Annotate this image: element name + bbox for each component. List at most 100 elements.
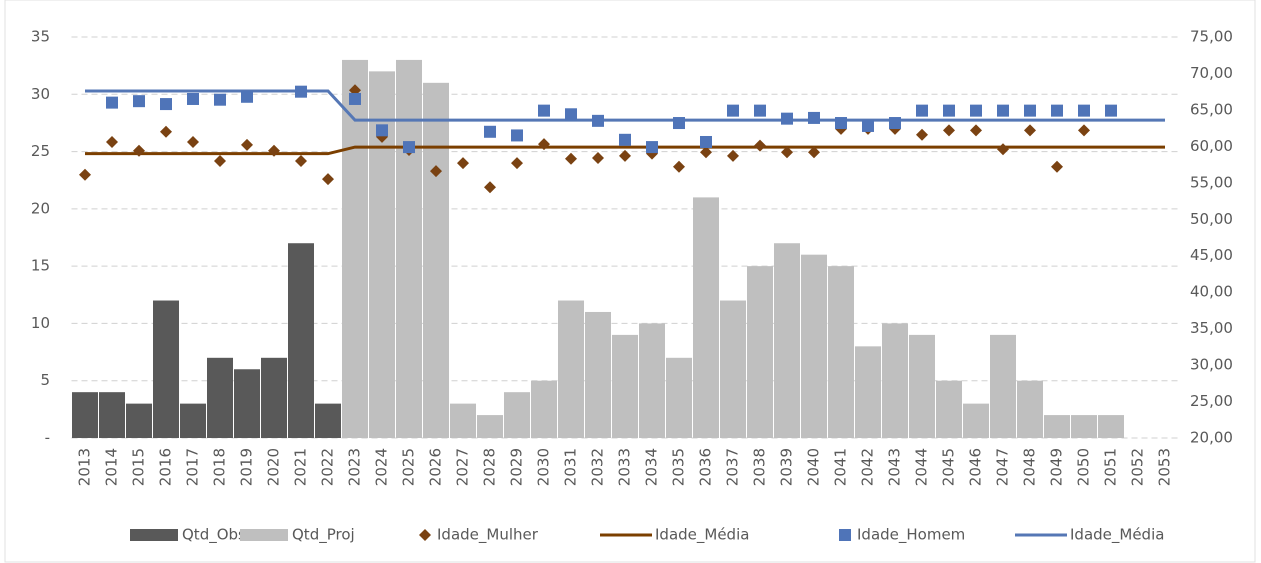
point (1078, 124, 1090, 137)
bar (423, 82, 449, 438)
point (673, 117, 685, 130)
x-tick-label: 2042 (859, 448, 877, 486)
point (187, 92, 199, 105)
point (619, 133, 631, 146)
bar (666, 357, 692, 438)
point (943, 104, 955, 117)
point (322, 173, 334, 186)
x-tick-label: 2018 (211, 448, 229, 486)
bar (612, 334, 638, 438)
point (295, 85, 307, 98)
legend-swatch (130, 529, 178, 541)
x-tick-label: 2016 (157, 448, 175, 486)
y2-tick-label: 70,00 (1190, 64, 1233, 82)
x-tick-label: 2021 (292, 448, 310, 486)
x-tick-label: 2046 (967, 448, 985, 486)
x-tick-label: 2035 (670, 448, 688, 486)
legend-swatch (240, 529, 288, 541)
legend-label: Idade_Mulher (437, 526, 539, 545)
bar (801, 254, 827, 438)
point (1105, 104, 1117, 117)
point (241, 138, 253, 151)
bar (99, 392, 125, 438)
point (1078, 104, 1090, 117)
point (889, 117, 901, 130)
x-tick-label: 2039 (778, 448, 796, 486)
y2-tick-label: 60,00 (1190, 137, 1233, 155)
x-tick-label: 2033 (616, 448, 634, 486)
point (808, 111, 820, 124)
y-tick-label: 10 (31, 314, 50, 332)
legend-label: Idade_Homem (857, 526, 965, 545)
point (970, 104, 982, 117)
point (214, 154, 226, 167)
bar (747, 266, 773, 438)
bar (828, 266, 854, 438)
x-tick-label: 2017 (184, 448, 202, 486)
y2-tick-label: 50,00 (1190, 210, 1233, 228)
point (457, 157, 469, 170)
bar (963, 403, 989, 438)
point (268, 144, 280, 157)
x-tick-label: 2023 (346, 448, 364, 486)
y2-tick-label: 45,00 (1190, 246, 1233, 264)
legend-label: Idade_Média (655, 526, 749, 545)
point (484, 125, 496, 138)
point (727, 149, 739, 162)
bar (450, 403, 476, 438)
point (295, 154, 307, 167)
point (376, 124, 388, 137)
bar (288, 243, 314, 438)
point (754, 139, 766, 152)
x-tick-label: 2040 (805, 448, 823, 486)
bar (1017, 380, 1043, 438)
y2-tick-label: 55,00 (1190, 173, 1233, 191)
point (403, 141, 415, 154)
x-tick-label: 2013 (76, 448, 94, 486)
point (970, 124, 982, 137)
point (349, 92, 361, 105)
point (835, 117, 847, 130)
point (997, 104, 1009, 117)
point (565, 108, 577, 121)
bar (396, 59, 422, 439)
x-tick-label: 2048 (1021, 448, 1039, 486)
legend-label: Idade_Média (1070, 526, 1164, 545)
point (943, 124, 955, 137)
x-tick-label: 2014 (103, 448, 121, 486)
point (727, 104, 739, 117)
y2-tick-label: 65,00 (1190, 100, 1233, 118)
bar (72, 392, 98, 438)
bar (882, 323, 908, 438)
x-tick-label: 2038 (751, 448, 769, 486)
bar (180, 403, 206, 438)
point (1051, 160, 1063, 173)
bar (261, 357, 287, 438)
point (160, 125, 172, 138)
line (85, 89, 1165, 122)
point (106, 135, 118, 148)
x-tick-label: 2052 (1129, 448, 1147, 486)
x-tick-label: 2022 (319, 448, 337, 486)
y-tick-label: 5 (40, 371, 50, 389)
bar (234, 369, 260, 438)
point (997, 143, 1009, 156)
x-tick-label: 2044 (913, 448, 931, 486)
x-tick-label: 2028 (481, 448, 499, 486)
x-tick-label: 2031 (562, 448, 580, 486)
legend-label: Qtd_Proj (292, 526, 355, 545)
x-tick-label: 2045 (940, 448, 958, 486)
point (700, 135, 712, 148)
chart-frame (4, 0, 1256, 563)
bar (477, 415, 503, 438)
point (511, 129, 523, 142)
x-tick-label: 2053 (1156, 448, 1174, 486)
point (781, 112, 793, 125)
point (1024, 104, 1036, 117)
point (916, 104, 928, 117)
y-tick-label: 35 (31, 28, 50, 46)
point (538, 104, 550, 117)
x-tick-label: 2020 (265, 448, 283, 486)
bar (720, 300, 746, 438)
